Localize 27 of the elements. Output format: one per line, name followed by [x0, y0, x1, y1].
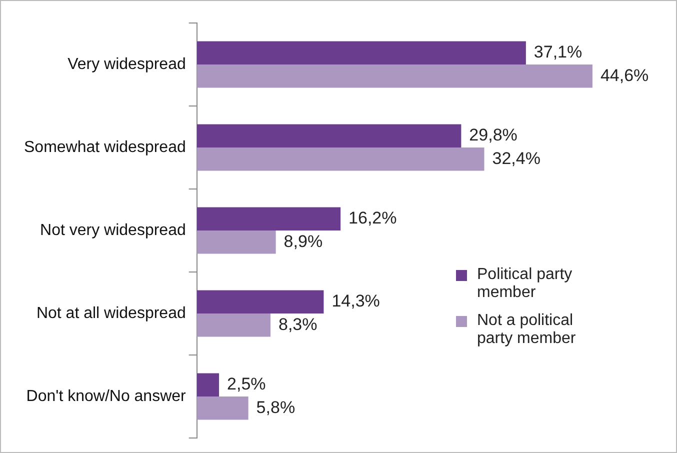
- bar: [196, 373, 220, 396]
- bar: [196, 148, 484, 171]
- y-tick-label: Somewhat widespread: [24, 138, 186, 156]
- bar: [196, 64, 592, 88]
- data-label: 8,9%: [284, 232, 323, 251]
- bar: [196, 207, 341, 230]
- data-label: 5,8%: [256, 398, 296, 417]
- bar: [196, 41, 526, 64]
- bar: [196, 396, 248, 420]
- data-label: 2,5%: [227, 374, 266, 394]
- bar: [196, 314, 270, 337]
- y-tick-label: Very widespread: [68, 56, 186, 73]
- y-tick-label: Not very widespread: [40, 222, 186, 239]
- legend-label: Political party member: [477, 266, 574, 302]
- bar: [196, 230, 276, 254]
- legend-label: Not a political party member: [477, 312, 577, 348]
- data-label: 44,6%: [600, 66, 649, 85]
- data-label: 37,1%: [534, 42, 582, 62]
- data-label: 29,8%: [469, 126, 518, 145]
- data-label: 32,4%: [492, 148, 540, 168]
- data-label: 14,3%: [332, 292, 380, 311]
- data-label: 8,3%: [278, 314, 318, 334]
- bar: [196, 124, 462, 148]
- y-tick-label: Not at all widespread: [36, 304, 186, 322]
- bar: [196, 290, 324, 314]
- y-tick-label: Don't know/No answer: [26, 388, 187, 405]
- data-label: 16,2%: [348, 208, 397, 228]
